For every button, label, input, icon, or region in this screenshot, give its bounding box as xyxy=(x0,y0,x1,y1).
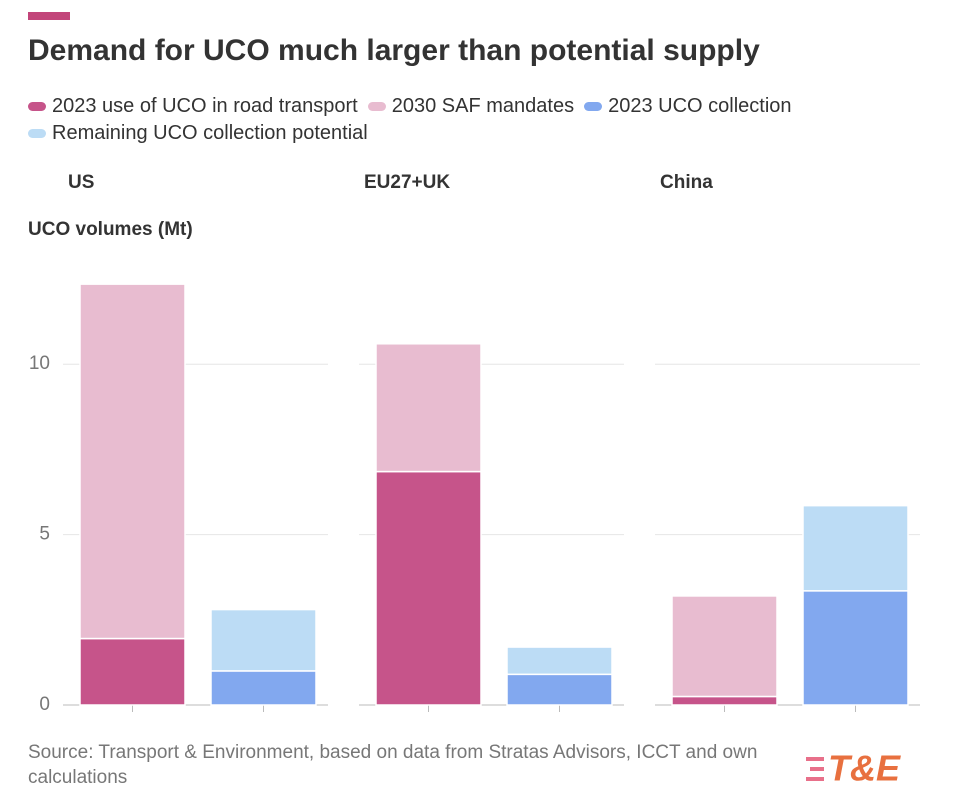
bar-segment xyxy=(79,637,186,706)
chart-title: Demand for UCO much larger than potentia… xyxy=(28,34,760,67)
legend-item: 2023 use of UCO in road transport xyxy=(28,93,358,120)
title-accent xyxy=(28,12,70,20)
legend-label: 2023 use of UCO in road transport xyxy=(52,95,358,117)
source-box: Source: Transport & Environment, based o… xyxy=(28,742,758,788)
y-tick-label: 0 xyxy=(39,694,50,715)
logo-icon xyxy=(806,757,824,781)
panel-title: China xyxy=(660,172,713,193)
legend-item: Remaining UCO collection potential xyxy=(28,120,368,147)
bar-segment xyxy=(506,673,613,706)
legend-label: Remaining UCO collection potential xyxy=(52,122,368,144)
legend-swatch xyxy=(28,102,46,111)
legend-swatch xyxy=(584,102,603,111)
y-tick-label: 10 xyxy=(29,353,50,374)
logo: T&E xyxy=(828,748,901,789)
y-tick-label: 5 xyxy=(39,524,50,545)
bar-segment xyxy=(802,504,909,592)
source: Source: Transport & Environment, based o… xyxy=(28,742,758,788)
legend-item: 2030 SAF mandates xyxy=(367,93,575,120)
legend-swatch xyxy=(28,129,46,138)
panel-title: EU27+UK xyxy=(364,172,450,193)
bar-segment xyxy=(210,608,317,672)
panel-title: US xyxy=(68,172,94,193)
bar-segment xyxy=(671,595,778,698)
bar-segment xyxy=(375,470,482,706)
bar-segment xyxy=(79,283,186,640)
legend-label: 2030 SAF mandates xyxy=(391,95,575,117)
legend: 2023 use of UCO in road transport 2030 SA… xyxy=(28,93,908,147)
legend-swatch xyxy=(367,102,386,111)
bar-segment xyxy=(506,646,613,676)
bar-segment xyxy=(671,695,778,706)
bar-segment xyxy=(375,343,482,473)
y-axis-label: UCO volumes (Mt) xyxy=(28,219,193,240)
legend-item: 2023 UCO collection xyxy=(584,93,792,120)
bar-segment xyxy=(802,590,909,706)
bar-segment xyxy=(210,670,317,706)
legend-label: 2023 UCO collection xyxy=(608,95,792,117)
